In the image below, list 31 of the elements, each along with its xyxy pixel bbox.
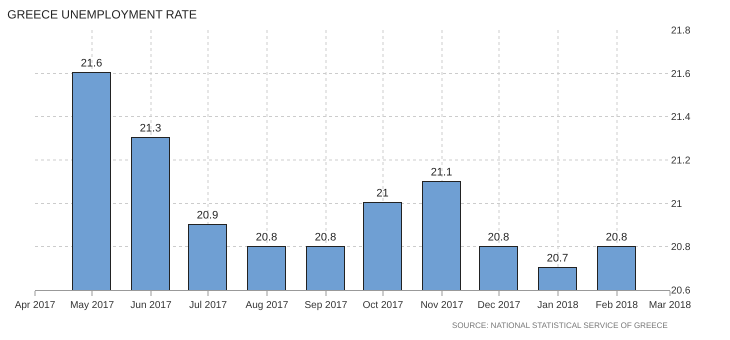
data-label: 20.7	[546, 252, 568, 264]
x-tick-label: Nov 2017	[420, 300, 464, 311]
x-tick-label: May 2017	[70, 300, 114, 311]
x-tick-label: Apr 2017	[14, 300, 56, 311]
x-tick-label: Oct 2017	[362, 300, 404, 311]
y-tick-label: 21.8	[671, 26, 691, 36]
x-tick-label: Aug 2017	[246, 300, 289, 311]
x-tick-label: Mar 2018	[648, 300, 692, 311]
y-tick-label: 21	[671, 198, 683, 210]
data-label: 21.6	[80, 58, 102, 70]
x-tick-label: Jun 2017	[130, 300, 172, 311]
source-note: SOURCE: NATIONAL STATISTICAL SERVICE OF GREECE	[452, 321, 668, 330]
y-tick-label: 20.8	[671, 242, 691, 254]
x-tick-label: Dec 2017	[477, 300, 521, 311]
data-label: 20.9	[196, 210, 218, 222]
data-label: 21.1	[430, 166, 452, 178]
data-label: 20.8	[488, 232, 510, 244]
chart-title: GREECE UNEMPLOYMENT RATE	[7, 8, 197, 22]
y-tick-label: 20.6	[671, 286, 691, 296]
data-label: 20.8	[606, 232, 628, 244]
data-label: 21	[376, 188, 389, 200]
x-tick-label: Jul 2017	[189, 300, 228, 311]
y-tick-label: 21.6	[671, 68, 691, 80]
x-tick-label: Jan 2018	[537, 300, 579, 311]
y-tick-label: 21.2	[671, 156, 691, 166]
data-label: 20.8	[256, 232, 278, 244]
y-tick-label: 21.4	[671, 112, 691, 124]
x-tick-label: Sep 2017	[304, 300, 348, 311]
x-tick-label: Feb 2018	[596, 300, 638, 311]
data-label: 20.8	[314, 232, 336, 244]
data-label: 21.3	[140, 122, 162, 134]
